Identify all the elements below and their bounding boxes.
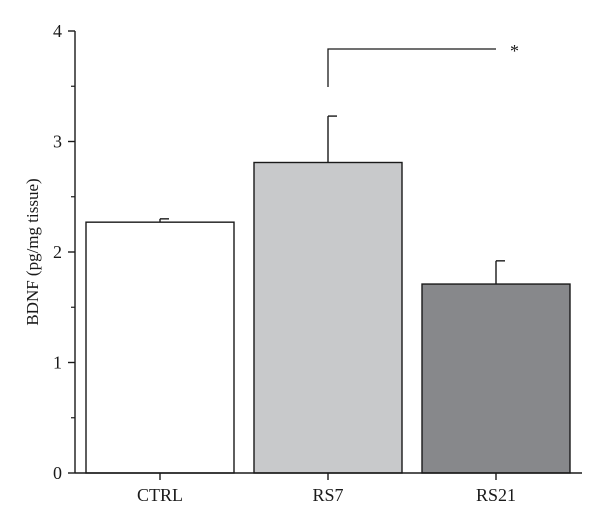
bar-rs21 [421,283,571,474]
significance-bracket [327,48,496,87]
error-bar-rs7 [327,115,337,163]
y-tick-label-1: 1 [53,353,62,373]
y-tick-label-2: 2 [53,242,62,262]
error-bar-ctrl [159,218,169,223]
y-axis-title: BDNF (pg/mg tissue) [23,178,42,325]
axes-layer [68,30,582,480]
labels-layer: 0 1 2 3 4 CTRL RS7 RS21 [53,21,516,505]
x-tick-label-ctrl: CTRL [137,485,183,505]
x-tick-label-rs21: RS21 [476,485,516,505]
y-tick-label-4: 4 [53,21,62,41]
y-tick-label-0: 0 [53,463,62,483]
bars-layer [85,161,571,474]
error-bars-layer [159,115,505,285]
bar-ctrl [85,221,235,474]
bar-rs7 [253,161,403,474]
significance-label: * [510,41,519,61]
y-tick-label-3: 3 [53,132,62,152]
significance-layer: * [327,41,519,87]
x-tick-label-rs7: RS7 [312,485,343,505]
error-bar-rs21 [495,260,505,285]
